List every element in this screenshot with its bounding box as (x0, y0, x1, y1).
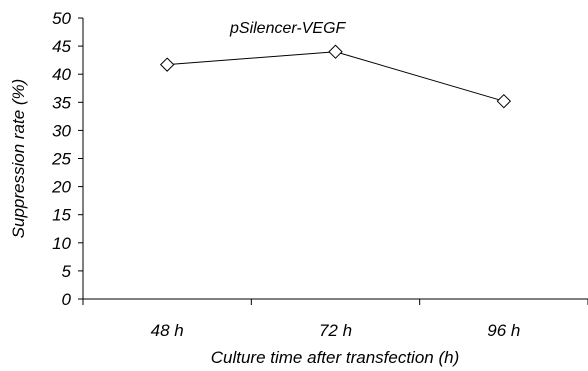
data-point-marker (496, 93, 512, 109)
y-tick-label: 35 (52, 93, 71, 112)
y-tick-label: 15 (52, 206, 71, 225)
series-line (167, 51, 504, 102)
y-tick-label: 10 (52, 234, 71, 253)
y-tick-label: 20 (51, 178, 71, 197)
data-point-marker (328, 44, 343, 59)
y-tick-label: 40 (52, 65, 71, 84)
plot-series (159, 44, 512, 109)
x-axis: 48 h 72 h 96 h (82, 298, 588, 340)
x-tick-label: 72 h (319, 321, 352, 340)
data-point-marker (159, 57, 175, 72)
y-tick-label: 0 (62, 290, 72, 309)
x-tick-label: 48 h (151, 321, 184, 340)
y-tick-label: 45 (52, 37, 71, 56)
y-tick-label: 30 (52, 121, 71, 140)
y-tick-label: 25 (51, 150, 71, 169)
y-tick-label: 50 (52, 9, 71, 28)
x-axis-title: Culture time after transfection (h) (211, 348, 459, 367)
chart-series-label: pSilencer-VEGF (229, 20, 347, 37)
y-axis: 0 5 10 15 20 25 30 35 40 45 50 (51, 9, 84, 309)
y-tick-label: 5 (62, 262, 72, 281)
y-axis-title: Suppression rate (%) (9, 79, 28, 239)
x-tick-label: 96 h (487, 321, 520, 340)
